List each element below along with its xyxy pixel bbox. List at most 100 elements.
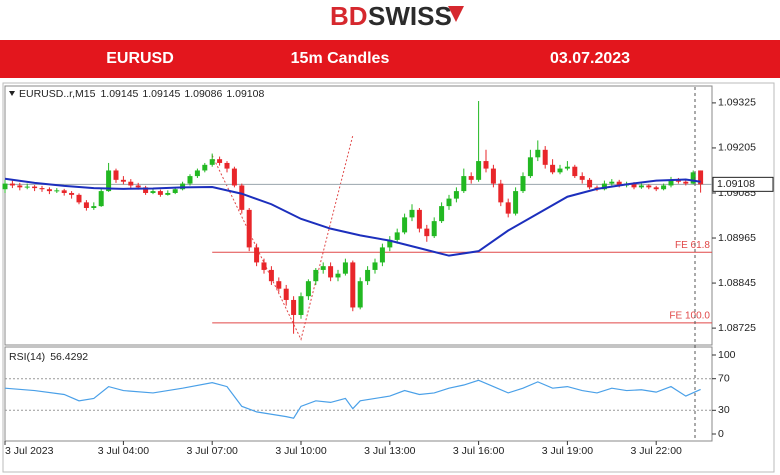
candle-body: [631, 183, 637, 188]
y-tick-label: 1.08845: [718, 277, 756, 289]
candle-body: [550, 164, 556, 173]
candle-body: [291, 299, 297, 315]
candle-body: [424, 228, 430, 237]
candle-body: [616, 181, 622, 186]
candle-body: [342, 262, 348, 274]
candle-body: [564, 166, 570, 169]
candle-body: [194, 170, 200, 177]
candle-body: [461, 176, 467, 192]
candle-body: [128, 181, 134, 186]
candle-body: [209, 159, 215, 165]
candle-body: [609, 181, 615, 184]
price-layer: 1.093251.092051.090851.089651.088451.087…: [2, 97, 774, 341]
candle-body: [113, 170, 119, 180]
candle-body: [2, 183, 8, 190]
logo-bd: BD: [330, 1, 368, 31]
fe-label: FE 61.8: [675, 240, 710, 251]
banner-timeframe: 15m Candles: [291, 50, 390, 67]
candle-body: [527, 157, 533, 177]
candle-body: [505, 202, 511, 214]
candle-body: [254, 247, 260, 263]
symbol: EURUSD..r,M15: [19, 88, 96, 100]
candle-body: [402, 217, 408, 233]
candle-body: [579, 176, 585, 180]
candle-body: [246, 209, 252, 248]
banner: [0, 40, 780, 78]
rsi-header: RSI(14) 56.4292: [9, 351, 88, 363]
candle-body: [668, 179, 674, 186]
candle-body: [32, 186, 38, 189]
high: 1.09145: [142, 88, 180, 100]
y-tick-label: 1.09325: [718, 97, 756, 109]
x-tick-label: 3 Jul 07:00: [187, 445, 239, 457]
x-tick-label: 3 Jul 22:00: [631, 445, 683, 457]
candle-body: [653, 187, 659, 190]
candle-body: [638, 185, 644, 188]
candle-body: [431, 221, 437, 237]
candle-body: [305, 281, 311, 297]
logo-swiss: SWISS: [368, 1, 452, 31]
logo-arrow: [448, 6, 464, 22]
candle-body: [468, 176, 474, 180]
candle-body: [520, 176, 526, 192]
candle-body: [76, 194, 82, 203]
candle-body: [217, 159, 223, 163]
candle-body: [165, 192, 171, 195]
candle-body: [535, 149, 541, 158]
candle-body: [587, 179, 593, 188]
logo: BD SWISS: [330, 1, 464, 31]
candle-body: [157, 191, 163, 195]
x-tick-label: 3 Jul 2023: [5, 445, 54, 457]
fe-path: [211, 135, 354, 341]
last-price-label: 1.09108: [717, 178, 755, 190]
banner-symbol: EURUSD: [106, 50, 174, 67]
candle-body: [298, 296, 304, 315]
y-tick-label: 30: [718, 404, 730, 416]
candle-body: [143, 187, 149, 193]
x-tick-label: 3 Jul 04:00: [98, 445, 150, 457]
candle-body: [313, 269, 319, 282]
candle-body: [106, 170, 112, 192]
candle-body: [572, 166, 578, 177]
candle-body: [224, 162, 230, 169]
candle-body: [675, 179, 681, 182]
candle-body: [439, 206, 445, 222]
candle-body: [54, 190, 60, 192]
candle-body: [379, 247, 385, 263]
candle-body: [187, 176, 193, 184]
candle-body: [372, 262, 378, 270]
candle-body: [9, 183, 15, 186]
header-arrow: [9, 91, 15, 96]
candle-body: [261, 262, 267, 270]
rsi-last: 56.4292: [50, 351, 88, 363]
candle-body: [91, 206, 97, 208]
candle-body: [513, 191, 519, 214]
candle-body: [83, 202, 89, 208]
candle-body: [646, 185, 652, 188]
candle-body: [320, 266, 326, 270]
candle-body: [120, 179, 126, 182]
candle-body: [328, 266, 334, 278]
candle-body: [98, 191, 104, 207]
low: 1.09086: [184, 88, 222, 100]
candle-body: [46, 189, 52, 192]
candle-body: [276, 281, 282, 289]
x-tick-label: 3 Jul 13:00: [364, 445, 416, 457]
candle-body: [202, 164, 208, 171]
x-tick-label: 3 Jul 10:00: [275, 445, 327, 457]
y-tick-label: 100: [718, 349, 736, 361]
candle-body: [453, 191, 459, 199]
candle-body: [409, 209, 415, 218]
candle-body: [542, 149, 548, 165]
banner-date: 03.07.2023: [550, 50, 630, 67]
candle-body: [394, 232, 400, 240]
fe-label: FE 100.0: [669, 310, 710, 321]
candle-body: [365, 269, 371, 282]
y-tick-label: 1.09205: [718, 142, 756, 154]
open: 1.09145: [100, 88, 138, 100]
x-tick-label: 3 Jul 16:00: [453, 445, 505, 457]
candle-body: [498, 183, 504, 203]
